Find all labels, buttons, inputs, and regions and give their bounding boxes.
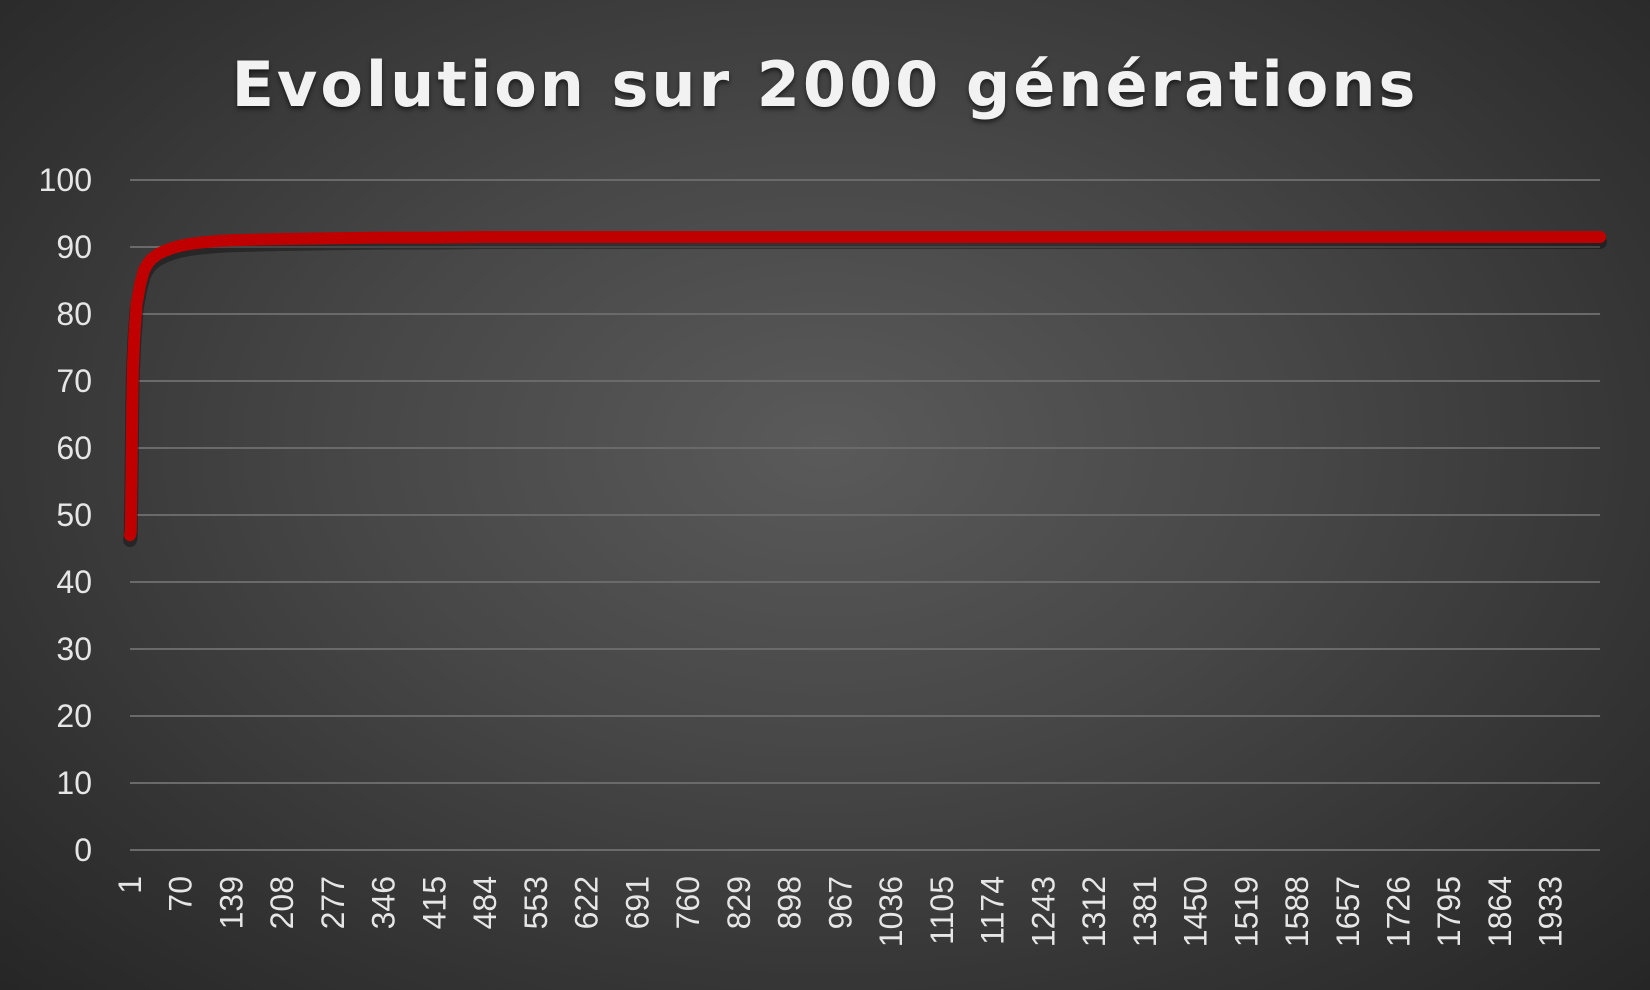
x-tick-label: 691 (619, 876, 655, 929)
gridlines (130, 179, 1600, 851)
x-tick-label: 1 (112, 876, 148, 894)
x-tick-label: 346 (366, 876, 402, 929)
x-tick-label: 1795 (1431, 876, 1467, 947)
x-tick-label: 1588 (1279, 876, 1315, 947)
x-tick-label: 415 (416, 876, 452, 929)
chart-title: Evolution sur 2000 générations (231, 48, 1419, 121)
x-tick-label: 553 (518, 876, 554, 929)
y-tick-label: 30 (56, 631, 92, 667)
y-tick-label: 50 (56, 497, 92, 533)
x-tick-label: 1174 (975, 876, 1011, 945)
y-axis-ticks: 0 10 20 30 40 50 60 70 80 90 100 (39, 162, 92, 868)
x-tick-label: 139 (213, 876, 249, 929)
y-tick-label: 70 (56, 363, 92, 399)
y-tick-label: 80 (56, 296, 92, 332)
x-tick-label: 829 (721, 876, 757, 929)
x-tick-label: 898 (772, 876, 808, 929)
x-axis-ticks: 1 70 139 208 277 346 415 484 553 622 691 760 829 898 9… (112, 876, 1569, 947)
y-tick-label: 100 (39, 162, 92, 198)
x-tick-label: 1519 (1228, 876, 1264, 947)
x-tick-label: 277 (315, 876, 351, 929)
series-line-shadow (123, 234, 1607, 548)
x-tick-label: 622 (569, 876, 605, 929)
series-line-1 (124, 230, 1606, 542)
x-tick-label: 1864 (1482, 876, 1518, 947)
x-tick-label: 1243 (1025, 876, 1061, 947)
x-tick-label: 760 (670, 876, 706, 929)
y-tick-label: 90 (56, 229, 92, 265)
x-tick-label: 484 (467, 876, 503, 929)
x-tick-label: 1105 (924, 876, 960, 945)
x-tick-label: 1933 (1533, 876, 1569, 947)
x-tick-label: 1381 (1127, 876, 1163, 947)
x-tick-label: 208 (264, 876, 300, 929)
x-tick-label: 1657 (1330, 876, 1366, 947)
x-tick-label: 1312 (1076, 876, 1112, 947)
x-tick-label: 967 (822, 876, 858, 929)
x-tick-label: 1450 (1178, 876, 1214, 947)
y-tick-label: 60 (56, 430, 92, 466)
x-tick-label: 70 (163, 876, 199, 912)
x-tick-label: 1726 (1381, 876, 1417, 947)
y-tick-label: 20 (56, 698, 92, 734)
y-tick-label: 10 (56, 765, 92, 801)
series-layer (123, 230, 1607, 548)
x-tick-label: 1036 (873, 876, 909, 947)
y-tick-label: 40 (56, 564, 92, 600)
y-tick-label: 0 (74, 832, 92, 868)
